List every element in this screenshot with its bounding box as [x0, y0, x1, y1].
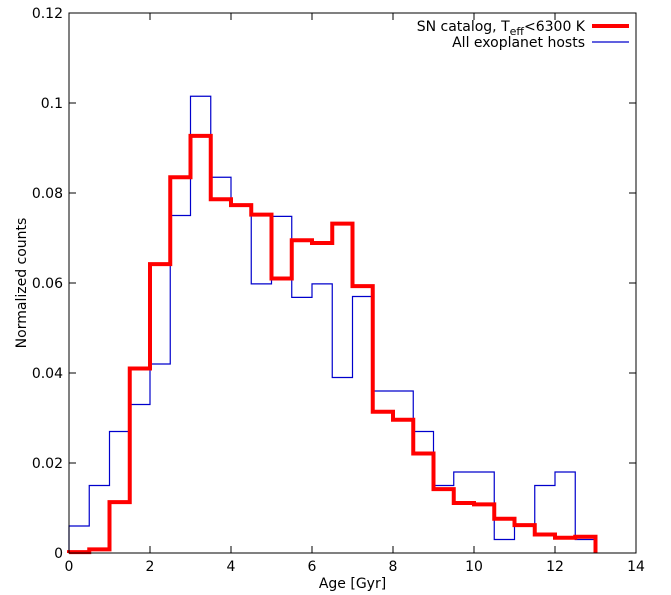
legend-entry-sn-catalog: SN catalog, Teff<6300 K	[417, 19, 586, 38]
x-tick-label: 8	[389, 559, 398, 575]
x-tick-label: 12	[546, 559, 564, 575]
legend: SN catalog, Teff<6300 K All exoplanet ho…	[417, 19, 629, 51]
series-layer	[67, 95, 598, 555]
y-tick-label: 0.04	[32, 366, 63, 382]
y-tick-label: 0.08	[32, 186, 63, 202]
series-exoplanet-hosts-step	[68, 95, 597, 553]
x-tick-label: 2	[146, 559, 155, 575]
series-sn-catalog-step	[67, 133, 598, 555]
tick-labels: 0 2 4 6 8 10 12 14 0 0.02 0.04 0.06 0.08 0.1 0.12	[32, 6, 645, 575]
y-tick-label: 0.1	[41, 96, 63, 112]
x-tick-label: 4	[227, 559, 236, 575]
y-axis-label: Normalized counts	[14, 218, 30, 349]
y-tick-label: 0.02	[32, 456, 63, 472]
x-tick-label: 10	[465, 559, 483, 575]
y-tick-label: 0.12	[32, 6, 63, 22]
x-tick-label: 0	[65, 559, 74, 575]
legend-sn-tail: <6300 K	[524, 19, 586, 35]
x-tick-label: 14	[627, 559, 645, 575]
legend-entry-exoplanet-hosts: All exoplanet hosts	[452, 35, 585, 51]
plot-frame	[68, 12, 637, 554]
y-tick-label: 0.06	[32, 276, 63, 292]
legend-sn-main: SN catalog, T	[417, 19, 510, 35]
legend-sn-subscript: eff	[510, 25, 525, 38]
y-tick-label: 0	[54, 546, 63, 562]
x-axis-label: Age [Gyr]	[319, 576, 386, 592]
x-tick-label: 6	[308, 559, 317, 575]
